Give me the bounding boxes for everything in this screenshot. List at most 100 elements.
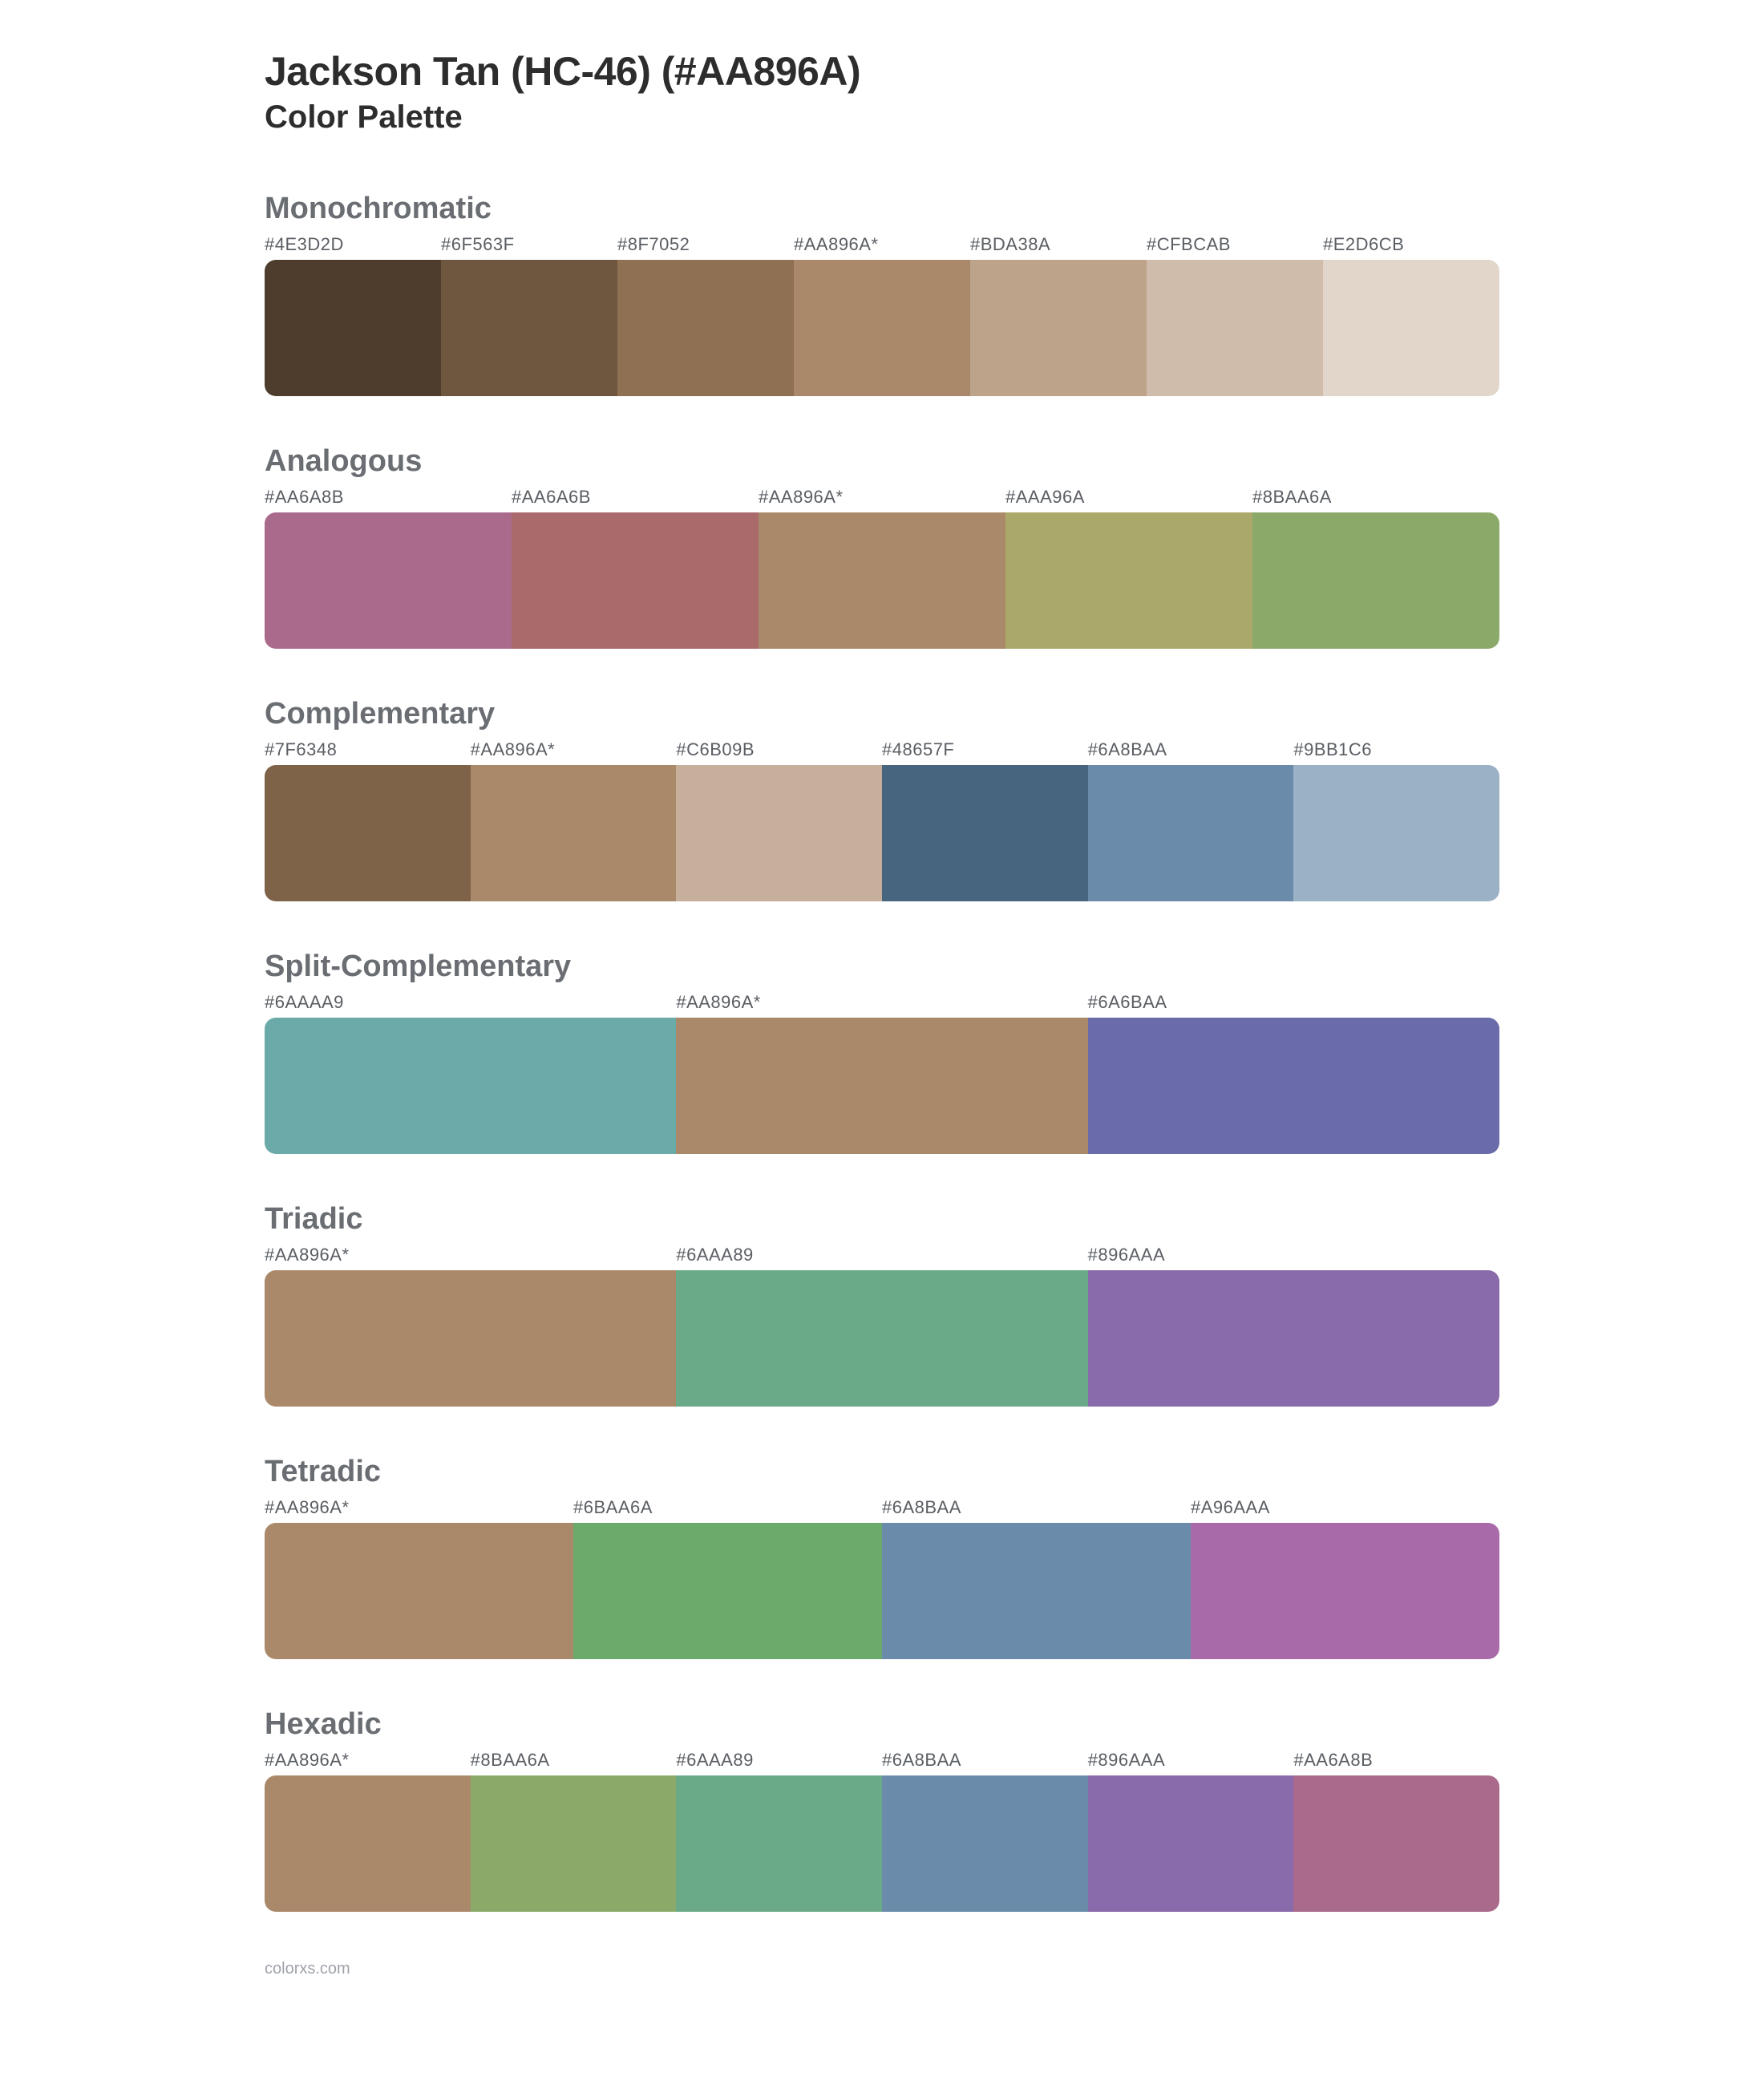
swatch-column: #6A6BAA <box>1088 992 1499 1154</box>
palette-section: Complementary #7F6348#AA896A*#C6B09B#4865… <box>265 697 1499 901</box>
color-swatch[interactable] <box>676 1775 882 1912</box>
palette-section: Split-Complementary #6AAAA9#AA896A*#6A6BA… <box>265 949 1499 1154</box>
color-swatch[interactable] <box>882 1523 1191 1659</box>
swatch-row: #6AAAA9#AA896A*#6A6BAA <box>265 992 1499 1154</box>
color-swatch[interactable] <box>676 1270 1087 1407</box>
swatch-label: #E2D6CB <box>1323 234 1499 255</box>
color-swatch[interactable] <box>970 260 1147 396</box>
swatch-label: #6A8BAA <box>1088 739 1294 760</box>
color-swatch[interactable] <box>617 260 794 396</box>
color-swatch[interactable] <box>676 765 882 901</box>
color-swatch[interactable] <box>265 1523 573 1659</box>
swatch-row: #AA6A8B#AA6A6B#AA896A*#AAA96A#8BAA6A <box>265 487 1499 649</box>
swatch-column: #AA6A8B <box>1293 1750 1499 1912</box>
color-swatch[interactable] <box>265 260 441 396</box>
color-swatch[interactable] <box>265 512 512 649</box>
swatch-column: #6BAA6A <box>573 1497 882 1659</box>
swatch-label: #7F6348 <box>265 739 471 760</box>
swatch-label: #896AAA <box>1088 1750 1294 1771</box>
swatch-column: #AA896A* <box>471 739 677 901</box>
swatch-column: #6AAA89 <box>676 1245 1087 1407</box>
swatch-label: #6A8BAA <box>882 1750 1088 1771</box>
palette-section: Monochromatic #4E3D2D#6F563F#8F7052#AA896… <box>265 192 1499 396</box>
swatch-column: #E2D6CB <box>1323 234 1499 396</box>
swatch-row: #AA896A*#8BAA6A#6AAA89#6A8BAA#896AAA#AA6… <box>265 1750 1499 1912</box>
swatch-column: #AA6A6B <box>512 487 759 649</box>
swatch-column: #6A8BAA <box>882 1750 1088 1912</box>
section-title: Complementary <box>265 697 1499 731</box>
swatch-row: #7F6348#AA896A*#C6B09B#48657F#6A8BAA#9BB… <box>265 739 1499 901</box>
swatch-label: #6A6BAA <box>1088 992 1499 1013</box>
color-swatch[interactable] <box>1088 1018 1499 1154</box>
color-swatch[interactable] <box>265 765 471 901</box>
color-swatch[interactable] <box>265 1775 471 1912</box>
page-subtitle: Color Palette <box>265 99 1499 136</box>
swatch-label: #C6B09B <box>676 739 882 760</box>
swatch-label: #6A8BAA <box>882 1497 1191 1518</box>
color-swatch[interactable] <box>1005 512 1252 649</box>
section-title: Analogous <box>265 444 1499 479</box>
swatch-row: #4E3D2D#6F563F#8F7052#AA896A*#BDA38A#CFB… <box>265 234 1499 396</box>
swatch-column: #BDA38A <box>970 234 1147 396</box>
color-swatch[interactable] <box>265 1018 676 1154</box>
palette-section: Hexadic#AA896A*#8BAA6A#6AAA89#6A8BAA#896… <box>265 1707 1499 1912</box>
color-swatch[interactable] <box>794 260 970 396</box>
swatch-column: #8F7052 <box>617 234 794 396</box>
swatch-column: #6A8BAA <box>882 1497 1191 1659</box>
color-swatch[interactable] <box>882 1775 1088 1912</box>
color-swatch[interactable] <box>759 512 1005 649</box>
swatch-column: #9BB1C6 <box>1293 739 1499 901</box>
swatch-label: #8BAA6A <box>1252 487 1499 508</box>
swatch-label: #6F563F <box>441 234 617 255</box>
swatch-label: #8BAA6A <box>471 1750 677 1771</box>
swatch-column: #7F6348 <box>265 739 471 901</box>
swatch-column: #896AAA <box>1088 1750 1294 1912</box>
swatch-column: #AA896A* <box>759 487 1005 649</box>
swatch-column: #AA896A* <box>265 1497 573 1659</box>
color-swatch[interactable] <box>512 512 759 649</box>
color-swatch[interactable] <box>1088 765 1294 901</box>
swatch-column: #6AAAA9 <box>265 992 676 1154</box>
color-swatch[interactable] <box>441 260 617 396</box>
section-title: Monochromatic <box>265 192 1499 226</box>
color-swatch[interactable] <box>573 1523 882 1659</box>
swatch-label: #9BB1C6 <box>1293 739 1499 760</box>
swatch-row: #AA896A*#6BAA6A#6A8BAA#A96AAA <box>265 1497 1499 1659</box>
color-swatch[interactable] <box>1252 512 1499 649</box>
color-swatch[interactable] <box>676 1018 1087 1154</box>
swatch-label: #6AAA89 <box>676 1750 882 1771</box>
color-swatch[interactable] <box>882 765 1088 901</box>
swatch-label: #BDA38A <box>970 234 1147 255</box>
palette-section: Tetradic#AA896A*#6BAA6A#6A8BAA#A96AAA <box>265 1455 1499 1659</box>
color-swatch[interactable] <box>1293 765 1499 901</box>
swatch-column: #AA896A* <box>676 992 1087 1154</box>
palette-section: Triadic#AA896A*#6AAA89#896AAA <box>265 1202 1499 1407</box>
swatch-column: #48657F <box>882 739 1088 901</box>
page-title: Jackson Tan (HC-46) (#AA896A) <box>265 48 1499 95</box>
swatch-column: #8BAA6A <box>471 1750 677 1912</box>
section-title: Split-Complementary <box>265 949 1499 984</box>
swatch-label: #AA896A* <box>794 234 970 255</box>
color-swatch[interactable] <box>265 1270 676 1407</box>
swatch-label: #CFBCAB <box>1147 234 1323 255</box>
swatch-label: #AA896A* <box>265 1497 573 1518</box>
swatch-column: #AA896A* <box>794 234 970 396</box>
swatch-label: #8F7052 <box>617 234 794 255</box>
swatch-label: #6AAAA9 <box>265 992 676 1013</box>
color-swatch[interactable] <box>471 1775 677 1912</box>
swatch-label: #AA896A* <box>265 1750 471 1771</box>
color-swatch[interactable] <box>1088 1270 1499 1407</box>
palette-section: Analogous #AA6A8B#AA6A6B#AA896A*#AAA96A#8… <box>265 444 1499 649</box>
sections-container: Monochromatic #4E3D2D#6F563F#8F7052#AA896… <box>265 192 1499 1912</box>
footer-credit: colorxs.com <box>265 1960 1499 1978</box>
swatch-column: #6F563F <box>441 234 617 396</box>
color-swatch[interactable] <box>471 765 677 901</box>
color-swatch[interactable] <box>1147 260 1323 396</box>
swatch-label: #6AAA89 <box>676 1245 1087 1265</box>
swatch-label: #AAA96A <box>1005 487 1252 508</box>
color-swatch[interactable] <box>1293 1775 1499 1912</box>
color-swatch[interactable] <box>1088 1775 1294 1912</box>
color-swatch[interactable] <box>1191 1523 1499 1659</box>
color-swatch[interactable] <box>1323 260 1499 396</box>
swatch-label: #AA896A* <box>759 487 1005 508</box>
